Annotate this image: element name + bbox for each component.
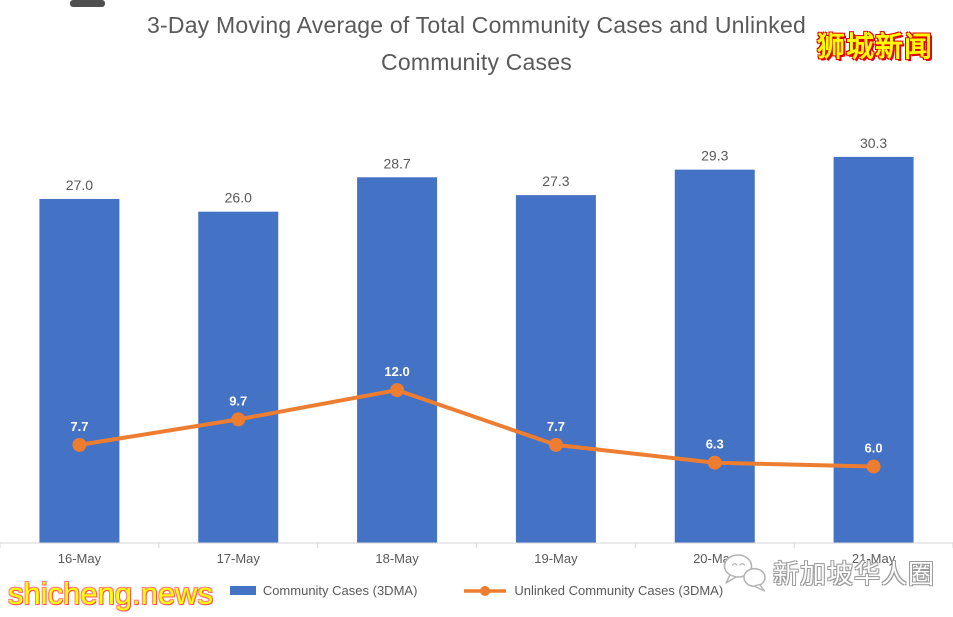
line-data-label: 6.0 bbox=[865, 441, 883, 456]
chart-legend: Community Cases (3DMA) Unlinked Communit… bbox=[0, 583, 953, 598]
line-data-label: 6.3 bbox=[706, 437, 724, 452]
x-axis-label-21-May: 21-May bbox=[852, 551, 896, 566]
legend-item-unlinked-cases: Unlinked Community Cases (3DMA) bbox=[463, 583, 723, 598]
chart-title-line2: Community Cases bbox=[381, 49, 572, 75]
x-axis-label-19-May: 19-May bbox=[534, 551, 578, 566]
line-marker-18-May bbox=[390, 383, 405, 398]
line-data-label: 7.7 bbox=[547, 419, 565, 434]
line-marker-19-May bbox=[548, 437, 563, 452]
legend-bar-swatch bbox=[229, 586, 256, 595]
line-data-label: 7.7 bbox=[70, 419, 88, 434]
chart-title: 3-Day Moving Average of Total Community … bbox=[0, 7, 953, 81]
bar-data-label: 29.3 bbox=[701, 148, 728, 164]
bar-18-May bbox=[357, 177, 438, 543]
legend-label-unlinked-cases: Unlinked Community Cases (3DMA) bbox=[514, 583, 724, 598]
bar-data-label: 27.3 bbox=[542, 173, 569, 189]
bar-20-May bbox=[674, 169, 755, 544]
line-data-label: 9.7 bbox=[229, 393, 247, 408]
chart-title-line1: 3-Day Moving Average of Total Community … bbox=[147, 12, 806, 38]
line-marker-17-May bbox=[231, 412, 246, 427]
line-marker-21-May bbox=[866, 459, 881, 474]
legend-label-community-cases: Community Cases (3DMA) bbox=[262, 583, 418, 598]
x-axis-label-16-May: 16-May bbox=[58, 551, 102, 566]
bar-17-May bbox=[198, 211, 279, 543]
bar-data-label: 26.0 bbox=[225, 190, 252, 206]
watermark-shicheng-cn: 狮城新闻 bbox=[816, 31, 933, 62]
bar-16-May bbox=[39, 198, 120, 543]
legend-item-community-cases: Community Cases (3DMA) bbox=[229, 583, 418, 598]
bar-data-label: 28.7 bbox=[383, 155, 410, 171]
legend-line-marker-swatch bbox=[464, 585, 507, 596]
chat-bubbles-logo-icon bbox=[723, 554, 766, 592]
bar-data-label: 30.3 bbox=[860, 135, 887, 151]
line-marker-20-May bbox=[707, 455, 722, 470]
watermark-sg-huarenquan: 新加坡华人圈 bbox=[721, 551, 935, 593]
x-axis-label-18-May: 18-May bbox=[375, 551, 419, 566]
watermark-sg-huarenquan-text: 新加坡华人圈 bbox=[772, 558, 935, 589]
x-axis-label-17-May: 17-May bbox=[217, 551, 261, 566]
watermark-shicheng-news: shicheng.news bbox=[8, 576, 214, 611]
bar-data-label: 27.0 bbox=[66, 177, 93, 193]
bar-19-May bbox=[515, 195, 596, 543]
bar-21-May bbox=[833, 156, 914, 544]
line-series bbox=[77, 388, 876, 469]
line-data-label: 12.0 bbox=[384, 364, 409, 379]
line-marker-16-May bbox=[72, 437, 87, 452]
top-left-chip bbox=[70, 0, 105, 7]
